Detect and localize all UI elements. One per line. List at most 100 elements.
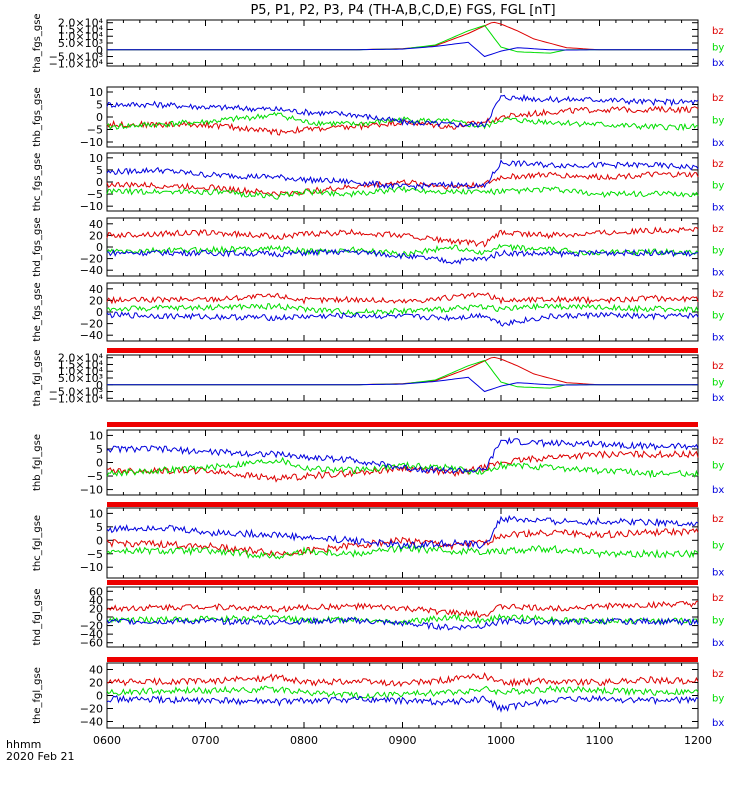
y-tick-label: −20 [80,703,103,716]
legend-label-bz: bz [712,159,724,170]
panel-frame [106,586,699,648]
y-axis-label: thd_fgs_gse [32,217,43,276]
series-line-bz [106,527,699,557]
y-tick-label: 5 [96,99,103,112]
x-tick-label: 1100 [586,734,614,747]
y-tick-label: −10 [80,200,103,213]
series-line-bx [106,694,699,713]
y-tick-label: −10 [80,561,103,574]
y-tick-label: −40 [80,264,103,277]
series-line-bx [107,41,698,58]
y-tick-label: 10 [89,429,103,442]
y-tick-label: −5.0×10³ [49,51,103,64]
series-line-bz [106,226,699,248]
chart-title: P5, P1, P2, P3, P4 (TH-A,B,C,D,E) FGS, F… [250,3,555,18]
legend-label-by: by [712,43,724,54]
separator-bar-3 [107,580,698,585]
x-tick-label: 1000 [487,734,515,747]
y-axis-label: the_fgs_gse [32,282,43,341]
panel-tha_fgl_gse: 2.0×10⁴1.5×10⁴1.0×10⁴5.0×10³0−5.0×10³−1.… [32,350,724,407]
y-tick-label: 0 [96,306,103,319]
series-line-bx [106,436,699,475]
series-line-by [106,613,699,626]
legend-label-by: by [712,461,724,472]
y-tick-label: 40 [89,283,103,296]
y-tick-label: 10 [89,507,103,520]
legend-label-by: by [712,378,724,389]
y-tick-label: 40 [89,218,103,231]
x-tick-label: 0600 [93,734,121,747]
legend-label-bx: bx [712,718,724,729]
panel-frame [106,282,699,342]
panel-frame [106,152,699,212]
y-tick-label: −5 [87,548,103,561]
y-tick-label: 0 [96,241,103,254]
panel-frame [106,19,699,67]
legend-label-by: by [712,116,724,127]
y-axis-label: thb_fgl_gse [32,434,43,491]
y-tick-label: 0 [96,111,103,124]
y-tick-label: −5 [87,124,103,137]
y-axis-label: thc_fgs_gse [32,153,43,212]
series-line-bz [106,600,699,618]
y-tick-label: 5.0×10³ [58,37,103,50]
date-label: 2020 Feb 21 [6,750,74,763]
legend-label-bx: bx [712,138,724,149]
series-line-bx [106,616,699,631]
panel-frame [106,429,699,496]
legend-label-bx: bx [712,58,724,69]
y-axis-label: tha_fgl_gse [32,350,43,407]
y-tick-label: 5.0×10³ [58,372,103,385]
series-line-bz [107,356,698,386]
series-line-bx [106,514,699,550]
y-tick-label: −5 [87,470,103,483]
y-tick-label: 60 [89,585,103,598]
y-tick-label: 0 [96,690,103,703]
series-line-bx [106,93,699,129]
y-tick-label: −5.0×10³ [49,386,103,399]
y-tick-label: 1.0×10⁴ [58,365,104,378]
x-tick-label: 0800 [290,734,318,747]
legend-label-bx: bx [712,202,724,213]
y-tick-label: 0 [96,457,103,470]
series-line-bz [106,292,699,305]
y-tick-label: 40 [89,594,103,607]
separator-bar-1 [107,422,698,427]
legend-label-by: by [712,616,724,627]
y-tick-label: 20 [89,229,103,242]
y-tick-label: 10 [89,86,103,99]
y-tick-label: −1.0×10⁴ [49,392,104,405]
series-line-by [106,684,699,700]
y-tick-label: 2.0×10⁴ [58,352,104,365]
series-line-bz [106,105,699,136]
panel-frame [106,354,699,402]
series-line-bz [106,171,699,198]
legend-label-bz: bz [712,361,724,372]
y-tick-label: −10 [80,484,103,497]
y-tick-label: 2.0×10⁴ [58,17,104,30]
panel-frame [106,507,699,579]
y-tick-label: 5 [96,164,103,177]
legend-label-bz: bz [712,224,724,235]
y-tick-label: −20 [80,318,103,331]
y-tick-label: 40 [89,664,103,677]
panel-frame [106,86,699,148]
y-axis-label: the_fgl_gse [32,667,43,724]
legend-label-bz: bz [712,436,724,447]
legend-label-bx: bx [712,332,724,343]
x-tick-label: 0900 [389,734,417,747]
legend-label-bz: bz [712,289,724,300]
series-line-by [106,302,699,316]
y-axis-label: thc_fgl_gse [32,515,43,571]
y-tick-label: 1.5×10⁴ [58,23,104,36]
y-tick-label: 5 [96,521,103,534]
